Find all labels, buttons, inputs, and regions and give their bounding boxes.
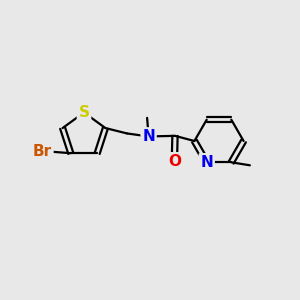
Text: N: N	[200, 155, 213, 170]
Text: Br: Br	[33, 144, 52, 159]
Text: O: O	[168, 154, 181, 169]
Text: S: S	[79, 105, 89, 120]
Text: N: N	[142, 129, 155, 144]
